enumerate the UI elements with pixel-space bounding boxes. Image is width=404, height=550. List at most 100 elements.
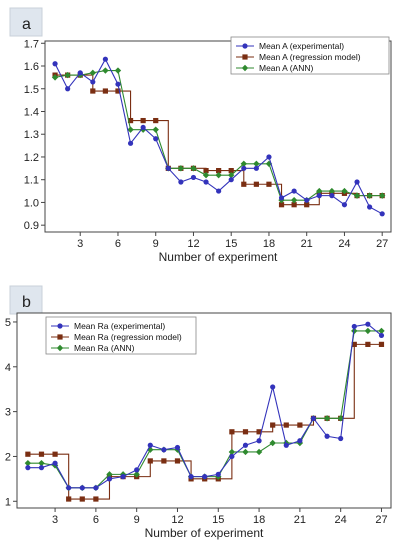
data-point (316, 187, 323, 195)
data-point (66, 485, 72, 491)
data-point (297, 422, 303, 428)
data-point (241, 165, 247, 171)
data-point (51, 74, 59, 81)
y-tick-label: 5 (5, 317, 11, 329)
data-point (174, 444, 181, 451)
data-point (278, 202, 285, 208)
legend-marker (57, 323, 63, 329)
data-point (102, 67, 109, 74)
y-tick-label: 0.9 (24, 220, 39, 232)
data-point (127, 140, 134, 146)
legend (230, 36, 390, 75)
chart-panel-b: b 1 2 3 4 5 3 6 9 12 15 18 21 24 27 Number of experimen… (0, 282, 404, 550)
x-tick-label: 21 (301, 238, 313, 250)
legend-entry: Mean A (ANN) (259, 63, 313, 73)
data-point (367, 204, 373, 210)
data-point (120, 474, 126, 480)
data-point (266, 154, 272, 160)
data-point (338, 435, 344, 442)
data-point (228, 177, 234, 183)
data-point (153, 117, 159, 124)
legend-marker (242, 43, 248, 49)
data-point (153, 136, 159, 142)
data-point (89, 69, 97, 77)
data-point (115, 81, 121, 87)
data-point (115, 88, 121, 94)
data-point (127, 126, 134, 133)
data-point (341, 202, 348, 208)
data-point (283, 422, 289, 428)
data-point (38, 465, 45, 471)
data-point (66, 496, 72, 502)
data-point (323, 415, 331, 422)
legend-entry: Mean Ra (experimental) (74, 321, 165, 331)
data-point (378, 327, 385, 335)
legend (45, 316, 197, 355)
data-point (378, 192, 386, 199)
data-point (351, 341, 357, 347)
data-point (329, 193, 335, 199)
data-point (93, 496, 99, 502)
legend-entry: Mean A (regression model) (259, 52, 361, 62)
data-point (65, 86, 71, 92)
data-point (328, 187, 336, 195)
data-point (290, 196, 298, 204)
data-point (253, 165, 259, 171)
data-point (106, 471, 113, 478)
data-point (337, 415, 344, 422)
data-point (90, 79, 96, 85)
x-tick-label: 21 (294, 514, 306, 526)
data-point (134, 467, 140, 473)
y-tick-label: 1.0 (24, 197, 39, 209)
data-point (102, 56, 108, 62)
data-point (140, 124, 146, 131)
data-point (270, 384, 276, 390)
data-point (266, 181, 272, 187)
legend-entry: Mean A (experimental) (259, 41, 344, 51)
x-tick-label: 24 (335, 514, 347, 526)
data-point (77, 70, 83, 76)
x-tick-label: 18 (263, 238, 275, 250)
data-point (140, 117, 146, 124)
data-point (93, 485, 99, 491)
legend-marker (56, 344, 64, 352)
data-point (152, 126, 159, 133)
data-point (366, 192, 373, 199)
data-point (341, 187, 348, 195)
data-point (378, 341, 385, 347)
legend-marker (57, 334, 63, 340)
y-tick-label: 1.3 (24, 129, 39, 141)
x-tick-label: 27 (375, 514, 387, 526)
series-circle (52, 56, 385, 217)
data-point (242, 429, 249, 435)
data-point (90, 88, 96, 94)
data-point (255, 448, 263, 456)
data-point (38, 459, 45, 467)
y-tick-label: 1.6 (24, 61, 39, 73)
data-point (304, 202, 310, 208)
data-point (24, 459, 32, 467)
data-point (64, 71, 71, 79)
x-tick-label: 9 (153, 238, 159, 250)
data-point (216, 168, 222, 174)
data-point (229, 429, 235, 435)
data-point (190, 165, 197, 172)
data-point (378, 332, 385, 339)
data-point (228, 168, 234, 174)
x-tick-label: 6 (115, 238, 121, 250)
data-point (241, 181, 247, 187)
data-point (202, 171, 210, 179)
data-point (133, 471, 140, 478)
y-tick-label: 4 (5, 362, 11, 374)
x-tick-label: 15 (225, 238, 237, 250)
data-point (178, 179, 184, 185)
data-point (161, 447, 167, 453)
data-point (269, 439, 276, 447)
chart-panel-a: a 0.9 1.0 1.1 1.2 1.3 1.4 1.5 1.6 1.7 3 6 9 12 15 18 21 2… (0, 0, 404, 270)
x-tick-label: 24 (338, 238, 350, 250)
data-point (190, 174, 197, 181)
data-point (364, 327, 372, 335)
data-point (25, 451, 31, 457)
data-point (114, 67, 122, 74)
